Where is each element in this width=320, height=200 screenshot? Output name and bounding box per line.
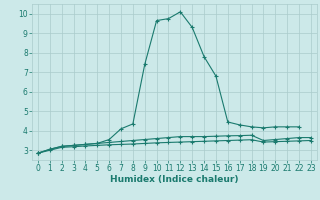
X-axis label: Humidex (Indice chaleur): Humidex (Indice chaleur) bbox=[110, 175, 239, 184]
